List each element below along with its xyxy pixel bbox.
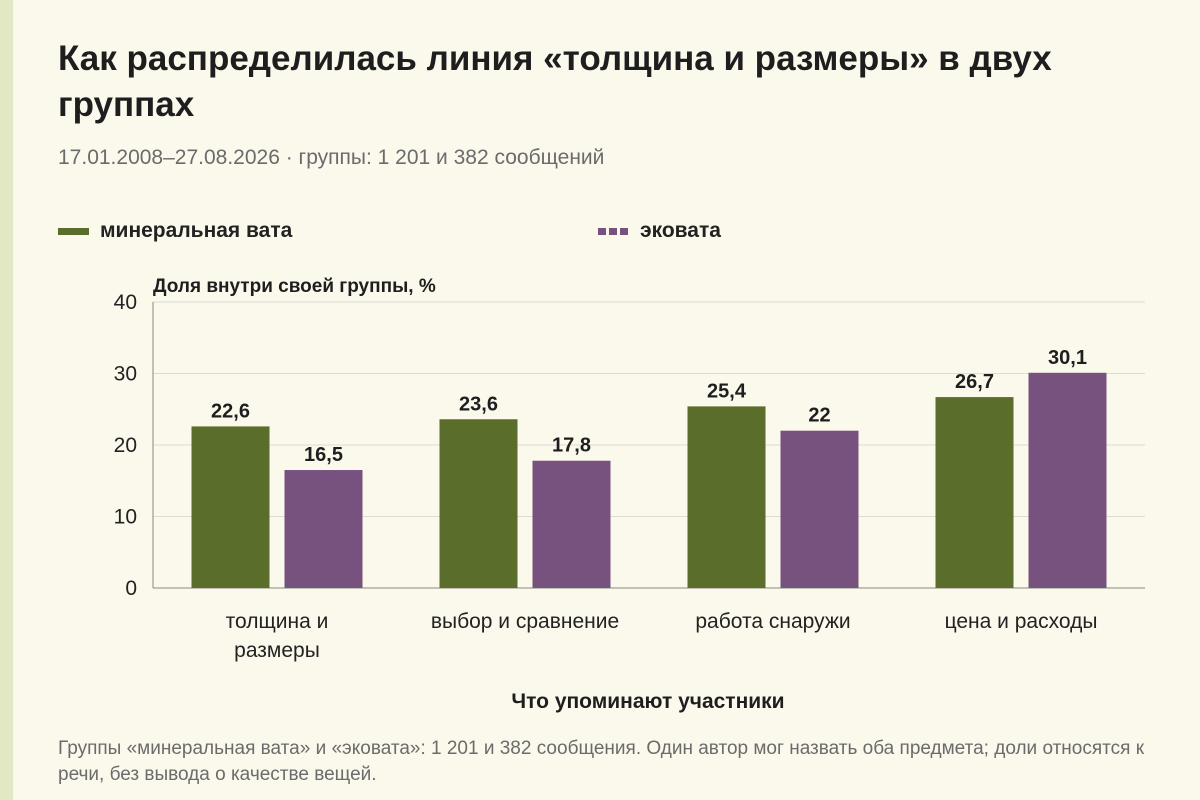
legend-swatch-eco xyxy=(598,227,629,235)
legend-label-eco: эковата xyxy=(640,219,721,242)
legend-item-eco: эковата xyxy=(598,219,721,243)
x-category-label: цена и расходы xyxy=(945,610,1098,633)
y-tick-label: 40 xyxy=(114,291,137,314)
y-tick-label: 20 xyxy=(114,434,137,457)
bar-mineral xyxy=(687,406,766,588)
x-axis-title: Что упоминают участники xyxy=(511,690,784,713)
y-tick-label: 10 xyxy=(114,506,137,529)
bar-value-label: 26,7 xyxy=(955,371,994,393)
bar-eco xyxy=(532,460,611,588)
bar-value-label: 22,6 xyxy=(211,400,250,422)
bar-mineral xyxy=(439,419,518,588)
bar-mineral xyxy=(191,426,270,588)
x-category-label: выбор и сравнение xyxy=(431,610,619,633)
x-category-label: работа снаружи xyxy=(695,610,850,633)
legend-swatch-mineral xyxy=(58,227,89,235)
chart-subtitle: 17.01.2008–27.08.2026 · группы: 1 201 и … xyxy=(58,146,605,169)
bar-eco xyxy=(1028,372,1107,588)
y-tick-label: 0 xyxy=(125,577,137,600)
bar-value-label: 16,5 xyxy=(304,444,343,466)
y-axis-title: Доля внутри своей группы, % xyxy=(153,276,436,297)
x-category-label: толщина и xyxy=(226,610,329,633)
bar-mineral xyxy=(935,397,1014,588)
legend-item-mineral: минеральная вата xyxy=(58,219,292,243)
bar-eco xyxy=(780,430,859,588)
bar-eco xyxy=(284,470,363,588)
left-accent-stripe xyxy=(0,0,13,800)
bar-value-label: 30,1 xyxy=(1048,347,1087,369)
chart-title: Как распределилась линия «толщина и разм… xyxy=(58,39,1052,124)
x-category-label: размеры xyxy=(234,639,320,662)
legend-label-mineral: минеральная вата xyxy=(100,219,293,242)
y-tick-label: 30 xyxy=(114,363,137,386)
bar-value-label: 22 xyxy=(808,405,830,427)
bar-value-label: 17,8 xyxy=(552,435,591,457)
bar-value-label: 23,6 xyxy=(459,393,498,415)
bar-value-label: 25,4 xyxy=(707,380,747,402)
footnote: Группы «минеральная вата» и «эковата»: 1… xyxy=(58,738,1145,785)
